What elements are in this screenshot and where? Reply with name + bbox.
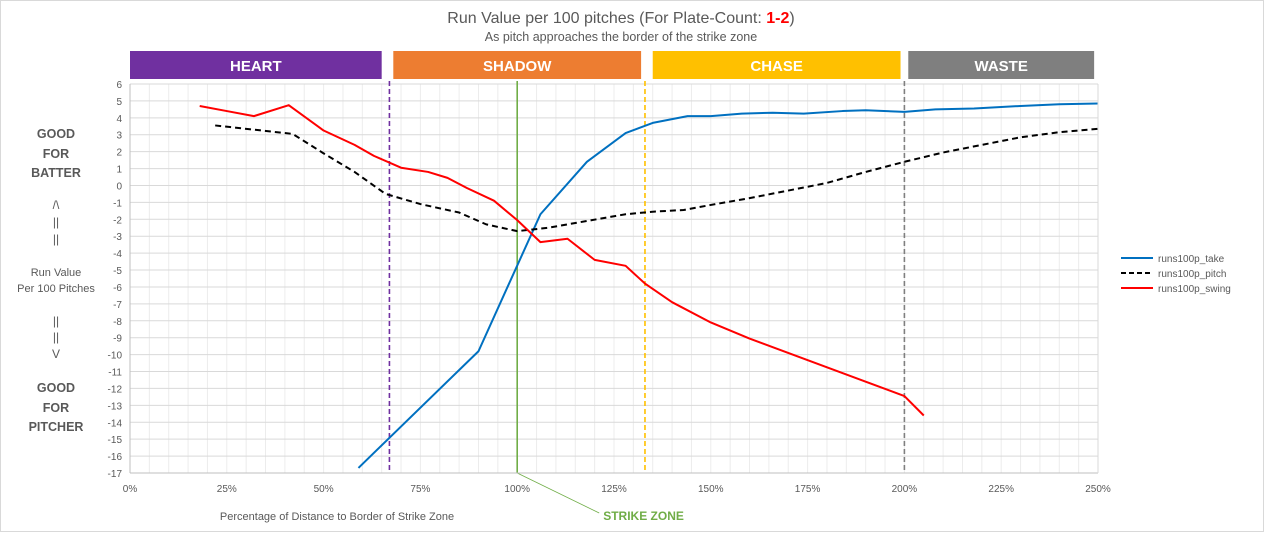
x-tick-label: 150% [698, 484, 724, 495]
x-tick-label: 0% [123, 484, 138, 495]
up-arrow-shaft-2: || [53, 232, 59, 246]
y-tick-label: 6 [116, 80, 122, 91]
y-tick-label: -9 [113, 334, 122, 345]
good-for-batter-label: GOOD FOR BATTER [31, 127, 81, 180]
x-tick-label: 250% [1085, 484, 1111, 495]
good-batter-line-2: FOR [43, 147, 69, 161]
legend-label-runs100p_pitch: runs100p_pitch [1158, 269, 1226, 280]
y-tick-label: 0 [116, 181, 122, 192]
y-tick-label: -8 [113, 317, 122, 328]
y-tick-label: -7 [113, 300, 122, 311]
y-tick-label: -13 [108, 401, 123, 412]
x-tick-label: 200% [892, 484, 918, 495]
x-tick-label: 50% [314, 484, 334, 495]
legend: runs100p_take runs100p_pitch runs100p_swin… [1121, 254, 1231, 295]
run-value-line-1: Run Value [31, 267, 82, 279]
axis-ticks: 6 5 4 3 2 1 0 -1 -2 -3 -4 -5 -6 -7 -8 -9 -10 -11 -12 -13 -14… [108, 80, 1111, 495]
zone-label-waste: WASTE [975, 58, 1028, 75]
y-tick-label: 3 [116, 131, 122, 142]
zone-label-heart: HEART [230, 58, 282, 75]
series-runs100p_take [358, 103, 1098, 467]
y-tick-label: 1 [116, 165, 122, 176]
series-lines [200, 103, 1099, 468]
y-tick-label: -3 [113, 232, 122, 243]
down-arrow: || || V [52, 314, 60, 361]
up-arrow: /\ || || [53, 198, 60, 246]
x-tick-label: 100% [504, 484, 530, 495]
run-value-label: Run Value Per 100 Pitches [17, 267, 95, 295]
y-tick-label: -17 [108, 469, 123, 480]
x-tick-label: 75% [410, 484, 430, 495]
y-tick-label: -1 [113, 198, 122, 209]
good-pitcher-line-1: GOOD [37, 381, 75, 395]
good-batter-line-3: BATTER [31, 166, 81, 180]
y-tick-label: -16 [108, 452, 123, 463]
down-arrow-shaft-2: || [53, 330, 59, 344]
y-tick-label: -6 [113, 283, 122, 294]
run-value-line-2: Per 100 Pitches [17, 283, 95, 295]
y-tick-label: 2 [116, 148, 122, 159]
strike-zone-label: STRIKE ZONE [603, 509, 684, 523]
chart-subtitle: As pitch approaches the border of the st… [485, 30, 757, 44]
good-pitcher-line-2: FOR [43, 401, 69, 415]
chart-title: Run Value per 100 pitches (For Plate-Cou… [447, 10, 794, 27]
y-tick-label: 5 [116, 97, 122, 108]
zone-bands: HEART SHADOW CHASE WASTE [130, 51, 1094, 79]
x-tick-label: 175% [795, 484, 821, 495]
y-tick-label: -5 [113, 266, 122, 277]
y-tick-label: -14 [108, 418, 123, 429]
good-pitcher-line-3: PITCHER [29, 420, 84, 434]
y-tick-label: -4 [113, 249, 122, 260]
zone-label-chase: CHASE [750, 58, 803, 75]
good-for-pitcher-label: GOOD FOR PITCHER [29, 381, 84, 434]
legend-label-runs100p_take: runs100p_take [1158, 254, 1225, 265]
y-tick-label: -10 [108, 351, 123, 362]
x-tick-label: 25% [217, 484, 237, 495]
legend-label-runs100p_swing: runs100p_swing [1158, 284, 1231, 295]
up-arrow-shaft-1: || [53, 215, 59, 229]
good-batter-line-1: GOOD [37, 127, 75, 141]
y-tick-label: -15 [108, 435, 123, 446]
down-arrow-shaft-1: || [53, 314, 59, 328]
zone-label-shadow: SHADOW [483, 58, 552, 75]
y-tick-label: -2 [113, 215, 122, 226]
up-arrow-head: /\ [53, 198, 60, 212]
y-tick-label: -11 [108, 368, 122, 379]
down-arrow-head: V [52, 347, 60, 361]
y-tick-label: -12 [108, 384, 123, 395]
x-axis-label: Percentage of Distance to Border of Stri… [220, 511, 454, 523]
y-tick-label: 4 [116, 114, 122, 125]
x-tick-label: 225% [988, 484, 1014, 495]
x-tick-label: 125% [601, 484, 627, 495]
